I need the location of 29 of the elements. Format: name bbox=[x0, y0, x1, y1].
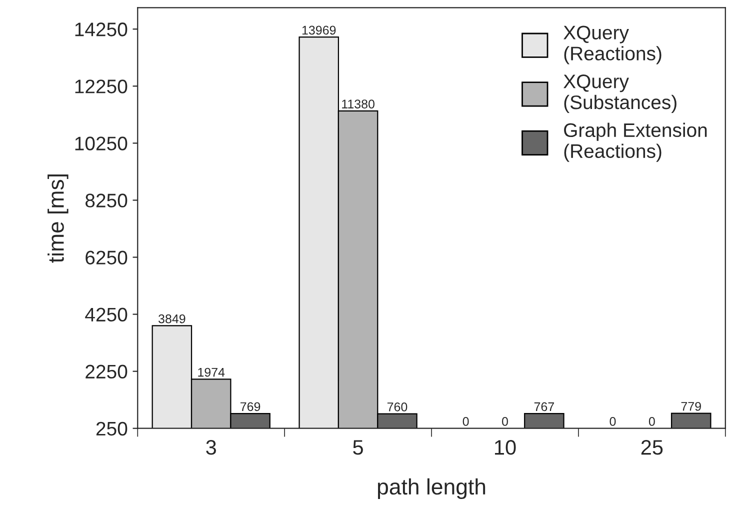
data-label: 767 bbox=[534, 402, 554, 412]
text: 0 bbox=[462, 417, 469, 426]
y-axis-title: time [ms] bbox=[48, 174, 68, 263]
y-tick-label: 12250 bbox=[75, 80, 128, 94]
y-tick-label: 8250 bbox=[86, 194, 128, 208]
legend-label: XQuery (Reactions) bbox=[564, 26, 662, 64]
data-label: 13969 bbox=[302, 26, 336, 35]
data-label: 769 bbox=[240, 402, 260, 412]
data-label: 760 bbox=[387, 402, 408, 412]
text: 0 bbox=[648, 417, 655, 426]
data-label: 3849 bbox=[158, 314, 186, 324]
data-label: 1974 bbox=[198, 368, 225, 377]
legend-label: XQuery (Substances) bbox=[564, 74, 676, 114]
y-tick-label: 250 bbox=[96, 422, 128, 436]
y-tick-label: 14250 bbox=[75, 22, 128, 36]
legend-label: Graph Extension (Reactions) bbox=[564, 122, 707, 162]
data-label: 779 bbox=[681, 402, 701, 411]
text: 0 bbox=[610, 417, 616, 426]
text: 0 bbox=[502, 417, 508, 426]
y-tick-label: 6250 bbox=[86, 250, 128, 264]
x-tick-label: 5 bbox=[353, 440, 363, 455]
x-tick-label: 25 bbox=[641, 440, 663, 455]
y-tick-label: 2250 bbox=[86, 364, 128, 379]
y-tick-label: 4250 bbox=[85, 308, 128, 322]
data-label: 11380 bbox=[342, 100, 374, 108]
y-tick-label: 10250 bbox=[75, 136, 128, 150]
x-tick-label: 3 bbox=[206, 440, 216, 455]
x-tick-label: 10 bbox=[494, 440, 516, 455]
x-axis-title: path length bbox=[378, 478, 486, 500]
